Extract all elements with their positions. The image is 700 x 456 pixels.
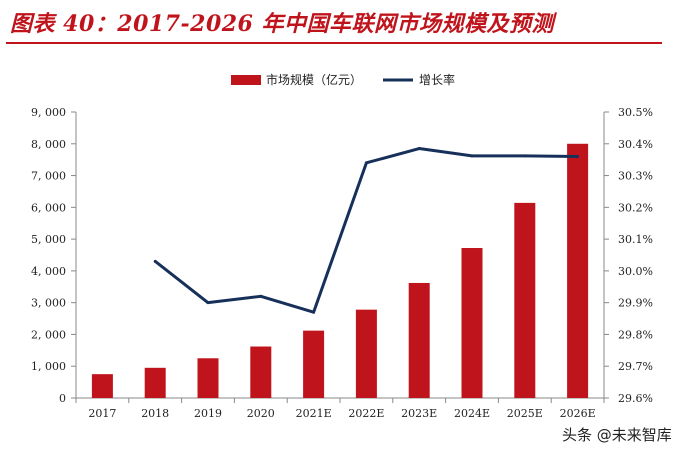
growth-rate-point bbox=[259, 294, 263, 298]
x-axis-tick-label: 2020 bbox=[247, 407, 275, 420]
left-axis-tick-label: 3, 000 bbox=[31, 297, 66, 310]
growth-rate-point bbox=[523, 154, 527, 158]
left-axis-tick-label: 0 bbox=[59, 392, 66, 405]
right-axis-tick-label: 30.1% bbox=[618, 233, 653, 246]
growth-rate-point bbox=[153, 259, 157, 263]
x-axis-tick-label: 2022E bbox=[348, 407, 384, 420]
left-axis-tick-label: 9, 000 bbox=[31, 106, 66, 119]
chart-legend: 市场规模（亿元） 增长率 bbox=[231, 72, 455, 87]
line-series bbox=[153, 147, 580, 314]
right-axis-tick-label: 30.3% bbox=[618, 170, 653, 183]
growth-rate-point bbox=[206, 301, 210, 305]
right-axis-tick-label: 30.5% bbox=[618, 106, 653, 119]
right-axis-tick-label: 30.0% bbox=[618, 265, 653, 278]
right-axis-tick-label: 29.7% bbox=[618, 360, 653, 373]
left-axis-tick-label: 6, 000 bbox=[31, 201, 66, 214]
x-axis-tick-label: 2019 bbox=[194, 407, 222, 420]
bar bbox=[197, 358, 219, 398]
bar bbox=[144, 367, 166, 398]
bar bbox=[355, 309, 377, 398]
right-axis-tick-label: 29.6% bbox=[618, 392, 653, 405]
bar-series bbox=[91, 143, 589, 398]
x-axis-tick-label: 2021E bbox=[296, 407, 332, 420]
bar bbox=[567, 143, 589, 398]
chart-axes: 0 29.6% 1, 000 29.7% 2, 000 29.8% 3, 000 29.9% 4… bbox=[31, 106, 653, 420]
legend-label-bar: 市场规模（亿元） bbox=[266, 72, 362, 87]
bar bbox=[303, 330, 325, 398]
growth-rate-point bbox=[576, 154, 580, 158]
x-axis-tick-label: 2017 bbox=[88, 407, 116, 420]
left-axis-tick-label: 4, 000 bbox=[31, 265, 66, 278]
x-axis-tick-label: 2023E bbox=[401, 407, 437, 420]
left-axis-tick-label: 1, 000 bbox=[31, 360, 66, 373]
right-axis-tick-label: 30.4% bbox=[618, 138, 653, 151]
left-axis-tick-label: 2, 000 bbox=[31, 328, 66, 341]
growth-rate-point bbox=[364, 161, 368, 165]
title-divider bbox=[6, 42, 662, 44]
bar bbox=[250, 346, 272, 398]
x-axis-tick-label: 2018 bbox=[141, 407, 169, 420]
x-axis-tick-label: 2024E bbox=[454, 407, 490, 420]
left-axis-tick-label: 8, 000 bbox=[31, 138, 66, 151]
bar bbox=[91, 374, 113, 398]
growth-rate-line bbox=[154, 147, 578, 314]
right-axis-tick-label: 29.9% bbox=[618, 297, 653, 310]
bar bbox=[408, 282, 430, 398]
legend-swatch-bar bbox=[231, 75, 261, 85]
x-axis-tick-label: 2026E bbox=[560, 407, 596, 420]
growth-rate-point bbox=[470, 154, 474, 158]
right-axis-tick-label: 30.2% bbox=[618, 201, 653, 214]
chart-title: 图表 40：2017-2026 年中国车联网市场规模及预测 bbox=[10, 11, 555, 37]
left-axis-tick-label: 5, 000 bbox=[31, 233, 66, 246]
growth-rate-point bbox=[312, 310, 316, 314]
legend-label-line: 增长率 bbox=[419, 72, 455, 87]
bar bbox=[461, 248, 483, 398]
x-axis-tick-label: 2025E bbox=[507, 407, 543, 420]
watermark: 头条 @未来智库 bbox=[560, 424, 674, 445]
bar bbox=[514, 202, 536, 398]
left-axis-tick-label: 7, 000 bbox=[31, 170, 66, 183]
growth-rate-point bbox=[417, 147, 421, 151]
right-axis-tick-label: 29.8% bbox=[618, 328, 653, 341]
